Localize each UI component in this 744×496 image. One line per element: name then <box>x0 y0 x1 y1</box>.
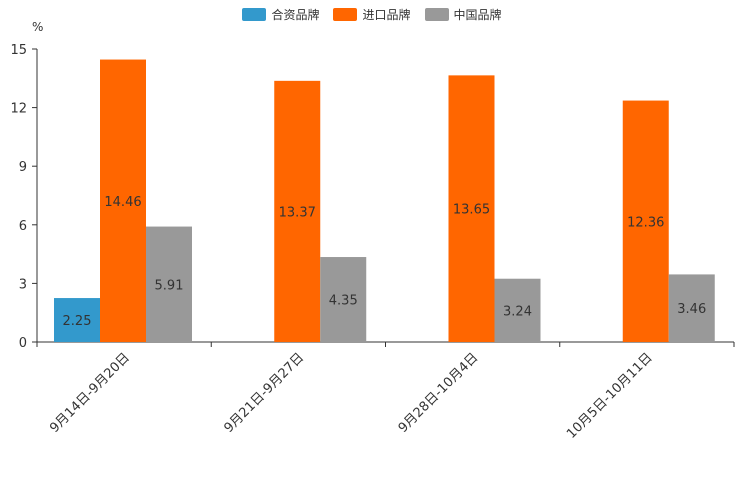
bar <box>668 274 715 342</box>
y-tick-label: 9 <box>19 160 27 175</box>
bar <box>274 80 321 343</box>
legend-label-chinese: 中国品牌 <box>453 8 502 22</box>
x-tick-label: 9月14日-9月20日 <box>47 350 133 436</box>
bar <box>494 278 541 342</box>
bar <box>54 298 100 342</box>
bar <box>448 75 495 343</box>
legend-item-chinese[interactable]: 中国品牌 <box>424 6 502 23</box>
y-tick-label: 3 <box>19 277 27 292</box>
data-label: 14.46 <box>104 195 141 210</box>
data-label: 3.24 <box>503 304 532 319</box>
chart-legend: 合资品牌 进口品牌 中国品牌 <box>0 6 744 23</box>
bar <box>100 59 146 342</box>
data-label: 2.25 <box>63 314 92 329</box>
y-axis-unit: % <box>32 20 44 34</box>
y-tick-label: 12 <box>10 102 27 117</box>
bar <box>146 226 192 342</box>
legend-swatch-joint-venture <box>242 8 267 21</box>
legend-item-joint-venture[interactable]: 合资品牌 <box>242 6 319 23</box>
y-tick-label: 0 <box>19 336 27 351</box>
data-label: 12.36 <box>627 215 664 230</box>
legend-swatch-chinese <box>424 8 449 21</box>
data-label: 5.91 <box>155 278 184 293</box>
y-tick-label: 6 <box>19 219 27 234</box>
data-label: 13.37 <box>279 205 316 220</box>
x-tick-label: 9月28日-10月4日 <box>396 350 482 436</box>
bar <box>622 100 669 343</box>
y-tick-label: 15 <box>10 43 27 58</box>
legend-item-imported[interactable]: 进口品牌 <box>333 6 411 23</box>
legend-swatch-imported <box>333 8 358 21</box>
legend-label-joint-venture: 合资品牌 <box>271 8 320 22</box>
bar <box>320 257 367 342</box>
x-tick-label: 10月5日-10月11日 <box>564 350 656 442</box>
x-tick-label: 9月21日-9月27日 <box>221 350 307 436</box>
data-label: 13.65 <box>453 203 490 218</box>
data-label: 4.35 <box>329 294 358 309</box>
legend-label-imported: 进口品牌 <box>362 8 411 22</box>
data-label: 3.46 <box>677 302 706 317</box>
